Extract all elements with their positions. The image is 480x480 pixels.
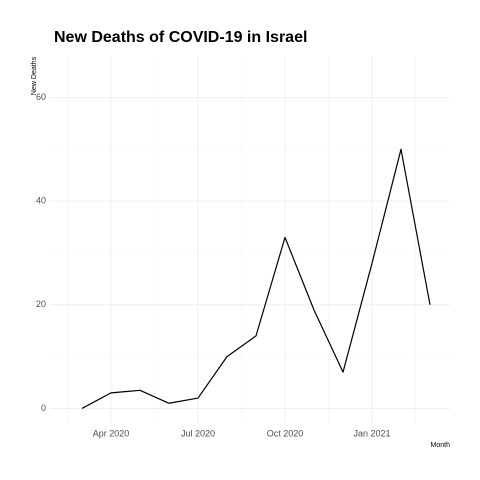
x-tick-label: Apr 2020 bbox=[93, 428, 130, 438]
grid bbox=[50, 56, 450, 424]
x-tick-label: Jul 2020 bbox=[181, 428, 215, 438]
x-tick-label: Oct 2020 bbox=[267, 428, 304, 438]
y-tick-label: 20 bbox=[36, 299, 46, 309]
y-tick-label: 60 bbox=[36, 92, 46, 102]
chart-title: New Deaths of COVID-19 in Israel bbox=[54, 29, 307, 46]
y-tick-label: 0 bbox=[41, 403, 46, 413]
x-axis-label: Month bbox=[431, 442, 451, 449]
y-tick-label: 40 bbox=[36, 196, 46, 206]
line-series bbox=[81, 148, 431, 409]
y-axis-label: New Deaths bbox=[31, 56, 38, 95]
x-tick-label: Jan 2021 bbox=[353, 428, 390, 438]
